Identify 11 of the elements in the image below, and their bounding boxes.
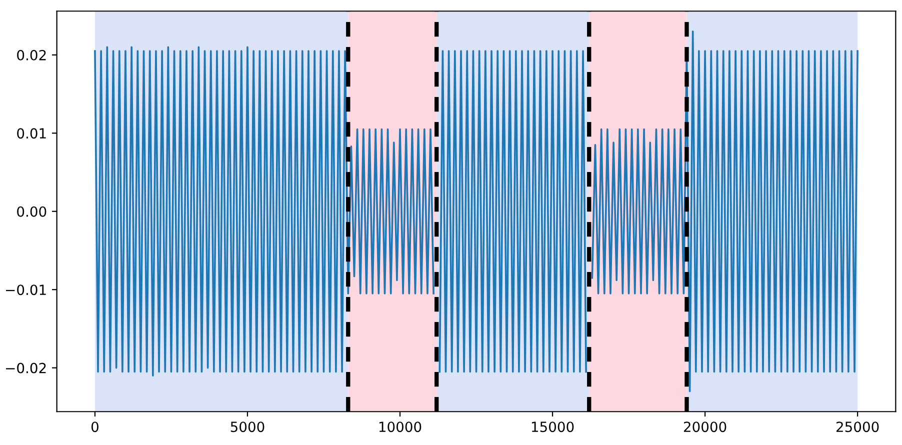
y-tick-label: 0.00 xyxy=(17,206,46,217)
x-tick-label: 25000 xyxy=(836,422,879,432)
y-tick-label: 0.01 xyxy=(17,128,46,139)
x-tick-label: 5000 xyxy=(230,422,264,432)
y-tick-label: 0.02 xyxy=(17,50,46,60)
x-tick-label: 10000 xyxy=(379,422,422,432)
x-tick-label: 15000 xyxy=(532,422,574,432)
y-tick-label: −0.02 xyxy=(6,362,46,374)
x-tick-label: 20000 xyxy=(684,422,726,432)
y-tick-label: −0.01 xyxy=(6,284,46,296)
x-tick-label: 0 xyxy=(91,422,98,432)
